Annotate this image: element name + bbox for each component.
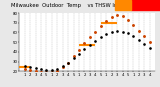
Point <box>40 72 42 73</box>
Text: Milwaukee  Outdoor  Temp    vs THSW Index    per Hour    (24 Hours): Milwaukee Outdoor Temp vs THSW Index per… <box>11 3 160 8</box>
Point <box>121 31 124 32</box>
Point <box>34 71 37 72</box>
Point <box>56 69 59 70</box>
Point <box>89 44 91 46</box>
Point <box>89 37 91 38</box>
Point <box>127 19 129 21</box>
Point <box>29 67 31 68</box>
Point <box>148 47 151 49</box>
Point <box>105 34 108 35</box>
Point <box>56 71 59 72</box>
Point <box>100 25 102 26</box>
Point <box>100 37 102 38</box>
Point <box>51 72 53 73</box>
Point <box>61 67 64 68</box>
Point <box>83 42 86 44</box>
Point <box>132 36 135 37</box>
Point <box>45 72 48 73</box>
Point <box>23 69 26 70</box>
Point <box>83 48 86 50</box>
Point <box>72 57 75 58</box>
Point <box>110 16 113 18</box>
Point <box>78 49 80 51</box>
Point <box>40 69 42 70</box>
Point <box>51 70 53 71</box>
Point <box>148 41 151 43</box>
Point <box>67 62 69 63</box>
Point <box>116 14 118 16</box>
Point <box>67 62 69 63</box>
Point <box>105 20 108 21</box>
Point <box>143 43 146 45</box>
Point <box>61 66 64 67</box>
Point <box>94 41 97 42</box>
Point <box>29 70 31 71</box>
Point <box>116 30 118 31</box>
Point <box>127 33 129 34</box>
Point <box>72 55 75 56</box>
Point <box>94 31 97 32</box>
Point <box>23 66 26 67</box>
Point <box>138 40 140 41</box>
Point <box>138 30 140 31</box>
Point <box>34 68 37 69</box>
Point <box>121 15 124 17</box>
Point <box>78 53 80 55</box>
Point <box>45 70 48 71</box>
Point <box>132 24 135 25</box>
Point <box>143 36 146 37</box>
Point <box>110 32 113 33</box>
